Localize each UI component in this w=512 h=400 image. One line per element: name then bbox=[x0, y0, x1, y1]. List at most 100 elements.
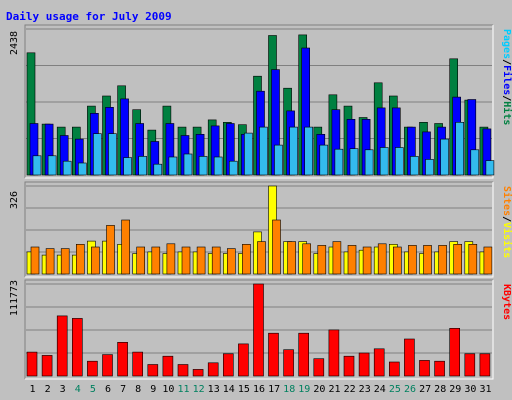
bar-sites-day-22 bbox=[347, 245, 357, 275]
bar-sites-day-24 bbox=[377, 243, 387, 275]
bar-pages-day-26 bbox=[410, 156, 419, 176]
panel-visits-legend: Sites/Visits bbox=[501, 186, 512, 258]
panel-visits-plot-area-edge-light bbox=[25, 182, 494, 278]
day-label-26: 26 bbox=[404, 384, 416, 395]
day-label-5: 5 bbox=[90, 384, 96, 395]
bar-sites-day-4 bbox=[76, 244, 85, 275]
day-label-16: 16 bbox=[253, 384, 265, 395]
bar-kbytes-day-7 bbox=[117, 341, 128, 377]
panel-visits: 326 Sites/Visits bbox=[9, 181, 512, 278]
bar-kbytes-day-16 bbox=[253, 283, 264, 377]
bar-pages-day-31 bbox=[485, 160, 495, 176]
day-label-8: 8 bbox=[135, 384, 141, 395]
legend-item-sep: / bbox=[501, 59, 512, 65]
bar-pages-day-20 bbox=[319, 144, 329, 176]
bar-kbytes-day-1 bbox=[26, 351, 38, 377]
bar-sites-day-31 bbox=[483, 246, 493, 275]
panel-visits-plot-area-edge-dark bbox=[24, 181, 493, 277]
bar-pages-day-2 bbox=[47, 155, 57, 176]
bar-sites-day-5 bbox=[91, 246, 100, 275]
bar-kbytes-day-25 bbox=[388, 361, 400, 377]
panel-kbytes-legend: KBytes bbox=[501, 284, 512, 320]
bar-kbytes-day-28 bbox=[434, 360, 445, 377]
bar-pages-day-21 bbox=[334, 148, 344, 176]
bar-pages-day-17 bbox=[274, 144, 283, 176]
bar-kbytes-day-21 bbox=[328, 329, 340, 377]
bar-kbytes-day-4 bbox=[72, 318, 83, 377]
day-label-9: 9 bbox=[150, 384, 156, 395]
day-label-1: 1 bbox=[29, 384, 35, 395]
bar-kbytes-day-11 bbox=[177, 364, 189, 377]
bar-kbytes-day-8 bbox=[132, 351, 143, 377]
bar-kbytes-day-5 bbox=[87, 360, 98, 377]
day-label-2: 2 bbox=[45, 384, 51, 395]
bar-kbytes-day-19 bbox=[298, 332, 310, 377]
bar-kbytes-day-20 bbox=[313, 358, 325, 377]
bar-kbytes-day-27 bbox=[419, 360, 430, 377]
bar-kbytes-day-30 bbox=[464, 353, 476, 377]
bar-pages-day-27 bbox=[425, 159, 434, 176]
bar-pages-day-14 bbox=[229, 160, 238, 176]
panel-hits-legend: Pages/Files/Hits bbox=[501, 29, 512, 125]
day-label-28: 28 bbox=[434, 384, 446, 395]
bar-kbytes-day-23 bbox=[358, 352, 370, 377]
bar-sites-day-27 bbox=[423, 245, 432, 275]
bar-sites-day-18 bbox=[287, 241, 296, 275]
bar-sites-day-6 bbox=[106, 225, 115, 275]
legend-item-kbytes: KBytes bbox=[501, 284, 512, 320]
bar-pages-day-19 bbox=[304, 126, 314, 176]
bar-kbytes-day-18 bbox=[283, 349, 294, 377]
bar-sites-day-8 bbox=[136, 246, 145, 275]
bar-kbytes-day-31 bbox=[479, 353, 491, 377]
bar-sites-day-15 bbox=[242, 244, 251, 275]
day-label-17: 17 bbox=[268, 384, 280, 395]
bar-pages-day-7 bbox=[123, 157, 132, 176]
bar-sites-day-21 bbox=[332, 241, 342, 275]
bar-pages-day-6 bbox=[108, 133, 117, 176]
day-label-7: 7 bbox=[120, 384, 126, 395]
legend-item-pages: Pages bbox=[501, 29, 512, 59]
chart-panels: 2438 Pages/Files/Hits 326 Sites/Visits 11177… bbox=[9, 24, 512, 380]
bar-pages-day-30 bbox=[470, 149, 480, 176]
bar-sites-day-19 bbox=[302, 243, 312, 275]
bar-kbytes-day-3 bbox=[56, 315, 68, 377]
bar-pages-day-1 bbox=[32, 155, 42, 176]
bar-sites-day-30 bbox=[468, 244, 478, 275]
bar-pages-day-29 bbox=[455, 122, 465, 176]
day-label-4: 4 bbox=[75, 384, 81, 395]
bar-kbytes-day-2 bbox=[41, 355, 53, 377]
chart-title: Daily usage for July 2009 bbox=[6, 10, 172, 23]
bar-kbytes-day-14 bbox=[223, 353, 234, 377]
legend-item-sep: / bbox=[501, 216, 512, 222]
bar-pages-day-24 bbox=[379, 147, 389, 176]
bar-sites-day-3 bbox=[60, 248, 70, 275]
bar-pages-day-15 bbox=[244, 132, 253, 176]
day-label-29: 29 bbox=[449, 384, 461, 395]
day-label-14: 14 bbox=[223, 384, 235, 395]
bar-pages-day-3 bbox=[62, 160, 72, 176]
day-label-25: 25 bbox=[389, 384, 401, 395]
bar-kbytes-day-13 bbox=[207, 362, 219, 377]
bar-kbytes-day-15 bbox=[238, 343, 249, 377]
day-label-18: 18 bbox=[283, 384, 295, 395]
bar-pages-day-28 bbox=[440, 138, 449, 176]
day-label-20: 20 bbox=[313, 384, 325, 395]
bar-sites-day-2 bbox=[45, 248, 55, 275]
day-labels: 1 2 3 4 5 6 7 8 9 10 11 12 13 14 15 16 17 18 19 20 21 22 23 24 2… bbox=[29, 384, 491, 395]
bar-pages-day-22 bbox=[349, 148, 359, 176]
day-label-3: 3 bbox=[60, 384, 66, 395]
bar-sites-day-26 bbox=[408, 245, 417, 275]
bar-pages-day-5 bbox=[93, 133, 102, 176]
bar-kbytes-day-24 bbox=[373, 348, 385, 377]
day-label-24: 24 bbox=[374, 384, 386, 395]
panel-hits-max-label: 2438 bbox=[9, 31, 20, 55]
bar-sites-day-13 bbox=[211, 246, 221, 275]
panel-hits: 2438 Pages/Files/Hits bbox=[9, 24, 512, 179]
legend-item-files: Files bbox=[501, 65, 512, 95]
bar-pages-day-23 bbox=[364, 149, 374, 176]
bar-pages-day-18 bbox=[289, 126, 298, 176]
bar-kbytes-day-29 bbox=[449, 327, 461, 377]
bar-kbytes-day-22 bbox=[343, 355, 355, 377]
panel-kbytes: 111773 KBytes bbox=[9, 279, 512, 380]
panel-visits-max-label: 326 bbox=[9, 191, 20, 209]
